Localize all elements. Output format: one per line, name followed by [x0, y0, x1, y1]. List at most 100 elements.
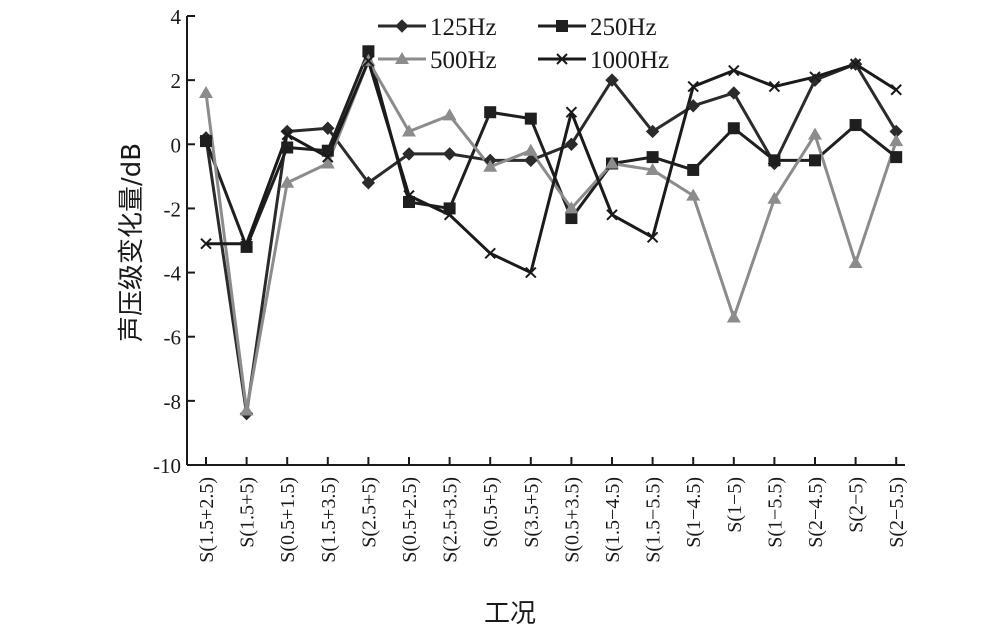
data-point-marker-stroke — [849, 58, 862, 70]
data-point-marker-stroke — [362, 55, 375, 67]
data-point-marker — [484, 106, 497, 119]
data-point-marker — [403, 196, 415, 209]
series-markers — [199, 45, 904, 421]
data-point-marker — [443, 209, 456, 221]
legend-item-250Hz: 250Hz — [538, 14, 657, 41]
legend-item-125Hz: 125Hz — [378, 14, 497, 41]
x-tick-label: S(1−5.5) — [764, 477, 786, 548]
y-tick-label: 2 — [171, 69, 182, 93]
data-point-marker-stroke — [443, 209, 456, 221]
data-point-marker — [362, 45, 375, 58]
data-point-marker-stroke — [556, 53, 568, 65]
data-point-marker — [395, 52, 409, 64]
data-point-marker — [686, 188, 701, 201]
x-tick-label: S(3.5+5) — [521, 477, 543, 548]
data-point-marker-stroke — [565, 106, 578, 118]
x-tick-label: S(1.5−4.5) — [602, 477, 624, 563]
x-tick-label: S(1−4.5) — [683, 477, 705, 548]
x-tick-label: S(1.5−5.5) — [643, 477, 665, 563]
data-point-marker — [889, 134, 904, 147]
data-point-marker — [442, 108, 457, 121]
data-point-marker-stroke — [200, 238, 212, 250]
x-tick-label: S(2.5+3.5) — [440, 477, 462, 563]
data-point-marker — [200, 135, 212, 148]
data-point-marker-stroke — [240, 238, 253, 250]
y-tick-label: -8 — [164, 390, 182, 414]
data-point-marker — [809, 71, 821, 83]
data-point-marker — [564, 201, 579, 214]
data-point-marker — [395, 19, 409, 33]
data-point-marker — [523, 143, 538, 156]
x-tick-label: S(0.5+5) — [480, 477, 502, 548]
data-point-marker-stroke — [768, 80, 781, 93]
y-tick-label: 4 — [171, 5, 182, 29]
data-point-marker — [726, 310, 741, 323]
data-point-marker-stroke — [525, 266, 537, 279]
data-point-marker — [239, 403, 254, 416]
x-tick-label: S(2.5+5) — [358, 477, 380, 548]
data-point-marker — [808, 73, 822, 87]
data-point-marker — [645, 162, 660, 175]
data-point-marker-stroke — [890, 84, 902, 96]
data-point-marker-stroke — [606, 209, 618, 221]
legend-label: 1000Hz — [590, 47, 669, 74]
data-point-marker — [403, 189, 415, 202]
data-point-marker — [362, 55, 375, 67]
data-point-marker — [687, 163, 700, 176]
x-tick-label: S(0.5+2.5) — [399, 477, 421, 563]
data-point-marker — [686, 99, 700, 113]
data-point-marker — [809, 154, 821, 167]
legend-item-500Hz: 500Hz — [378, 47, 497, 74]
data-point-marker — [442, 147, 457, 161]
x-tick-label: S(1.5+3.5) — [318, 477, 340, 563]
data-point-marker — [556, 20, 568, 32]
data-point-marker-stroke — [403, 189, 415, 202]
data-point-marker — [564, 137, 579, 151]
data-point-marker — [281, 128, 293, 141]
data-point-marker — [849, 58, 862, 70]
data-point-marker — [768, 154, 781, 167]
data-point-marker — [890, 84, 902, 96]
series-line-1000Hz — [206, 59, 898, 275]
data-point-marker — [890, 151, 903, 164]
data-point-marker — [240, 240, 253, 253]
data-point-marker-stroke — [484, 247, 496, 260]
data-point-marker-stroke — [687, 80, 699, 93]
data-point-marker — [361, 176, 376, 190]
data-point-marker — [321, 121, 335, 135]
data-point-marker — [606, 209, 618, 221]
data-point-marker — [524, 112, 537, 125]
data-point-marker — [525, 266, 537, 279]
x-tick-label: S(1.5+5) — [237, 477, 259, 548]
data-point-marker — [565, 212, 578, 225]
data-point-marker — [849, 119, 862, 132]
data-point-marker — [484, 247, 496, 260]
y-tick-label: -2 — [164, 197, 182, 221]
data-point-marker — [727, 86, 741, 100]
legend-label: 250Hz — [590, 14, 657, 41]
data-point-marker — [646, 151, 659, 164]
data-point-marker — [483, 159, 498, 172]
series-line-500Hz — [204, 59, 898, 412]
data-point-marker-stroke — [809, 71, 821, 83]
x-tick-label: S(0.5+1.5) — [277, 477, 299, 563]
data-point-marker — [768, 80, 781, 93]
legend-item-1000Hz: 1000Hz — [538, 47, 669, 74]
data-point-marker — [605, 156, 619, 169]
data-point-marker — [687, 80, 699, 93]
data-point-marker — [646, 231, 659, 243]
data-point-marker — [322, 151, 334, 163]
x-ticks: S(1.5+2.5) S(1.5+5) S(0.5+1.5) S(1.5+3.5) S(… — [196, 457, 908, 563]
data-point-marker — [808, 127, 822, 140]
x-axis-title: 工况 — [484, 599, 536, 629]
data-point-marker — [402, 124, 416, 137]
legend-label: 125Hz — [430, 14, 497, 41]
data-point-marker — [645, 124, 660, 139]
data-point-marker — [402, 147, 416, 161]
data-point-marker — [605, 73, 619, 87]
x-tick-label: S(2−5.5) — [886, 477, 908, 548]
x-tick-label: S(1.5+2.5) — [196, 477, 218, 563]
series-line-125Hz — [204, 62, 898, 416]
data-point-marker-stroke — [646, 231, 659, 243]
